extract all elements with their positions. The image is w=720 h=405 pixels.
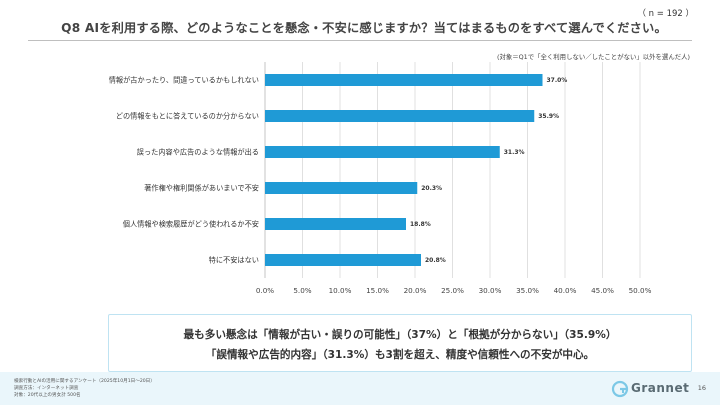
respondent-base-note: (対象＝Q1で「全く利用しない／したことがない」以外を選んだ人): [496, 53, 690, 61]
x-tick-label: 15.0%: [366, 286, 389, 295]
footer-band: [0, 372, 720, 405]
x-tick-label: 10.0%: [329, 286, 352, 295]
key-finding-callout: 最も多い懸念は「情報が古い・誤りの可能性」（37%）と「根拠が分からない」（35…: [108, 314, 692, 372]
category-label: 誤った内容や広告のような情報が出る: [137, 148, 259, 157]
category-label: 特に不安はない: [209, 256, 259, 265]
x-tick-label: 30.0%: [479, 286, 502, 295]
title-divider: [28, 40, 692, 41]
x-tick-label: 50.0%: [629, 286, 652, 295]
footnote-survey: 検索行動とAIの活用に関するアンケート（2025年10月1日〜20日）: [14, 379, 155, 384]
x-tick-label: 20.0%: [404, 286, 427, 295]
x-tick-label: 45.0%: [591, 286, 614, 295]
x-tick-label: 40.0%: [554, 286, 577, 295]
data-label: 37.0%: [547, 77, 568, 84]
footnote-method: 調査方法：インターネット調査: [14, 386, 79, 391]
bar: [265, 182, 418, 194]
bar: [265, 254, 421, 266]
survey-footnotes: 検索行動とAIの活用に関するアンケート（2025年10月1日〜20日） 調査方法…: [14, 378, 155, 399]
page-title: Q8 AIを利用する際、どのようなことを懸念・不安に感じますか？当てはまるものを…: [61, 21, 667, 35]
category-label: 著作権や権利関係があいまいで不安: [144, 184, 259, 193]
sample-size: （ n = 192 ）: [637, 9, 694, 19]
x-tick-label: 5.0%: [293, 286, 311, 295]
grannet-logo: Grannet: [611, 380, 691, 398]
grannet-logo-icon: [611, 380, 629, 398]
data-label: 20.8%: [425, 257, 446, 264]
bar-chart: 0.0% 5.0% 10.0% 15.0% 20.0% 25.0% 30.0% 35.0% 40…: [109, 62, 652, 295]
x-tick-label: 35.0%: [516, 286, 539, 295]
page-number: 16: [697, 384, 706, 392]
bar: [265, 146, 500, 158]
bar: [265, 110, 535, 122]
category-label: 個人情報や検索履歴がどう使われるか不安: [123, 220, 259, 229]
bar: [265, 218, 406, 230]
x-tick-label: 25.0%: [441, 286, 464, 295]
bar: [265, 74, 543, 86]
data-label: 31.3%: [504, 149, 525, 156]
category-label: どの情報をもとに答えているのか分からない: [116, 112, 259, 121]
callout-line-1: 最も多い懸念は「情報が古い・誤りの可能性」（37%）と「根拠が分からない」（35…: [183, 329, 617, 341]
x-tick-label: 0.0%: [256, 286, 274, 295]
category-label: 情報が古かったり、間違っているかもしれない: [109, 76, 259, 85]
data-label: 35.9%: [538, 113, 559, 120]
footnote-target: 対象：20代以上の男女計 500名: [14, 393, 81, 398]
data-label: 20.3%: [421, 185, 442, 192]
callout-line-2: 「誤情報や広告的内容」（31.3%）も3割を超え、精度や信頼性への不安が中心。: [205, 349, 595, 361]
data-label: 18.8%: [410, 221, 431, 228]
logo-text: Grannet: [631, 381, 690, 395]
